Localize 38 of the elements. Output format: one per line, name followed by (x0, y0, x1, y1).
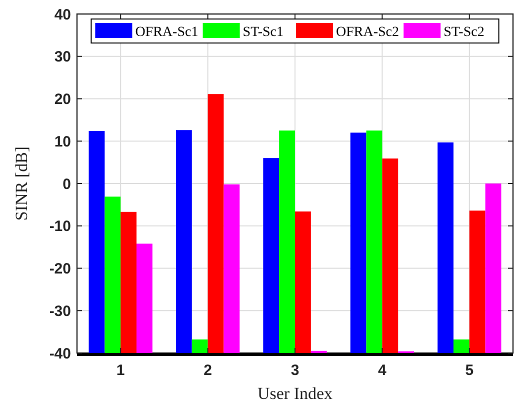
bar (192, 339, 208, 353)
y-tick-label: 30 (54, 48, 71, 66)
bar (438, 142, 454, 353)
bar (208, 94, 224, 353)
legend-label: ST-Sc2 (444, 25, 484, 40)
y-axis-title: SINR [dB] (12, 146, 31, 221)
y-tick-label: -30 (49, 302, 71, 320)
bar (279, 130, 295, 353)
bar (88, 130, 105, 353)
y-tick-label: 40 (54, 6, 71, 24)
x-tick-label: 1 (116, 362, 125, 379)
bar (176, 130, 192, 353)
bar (224, 184, 240, 353)
legend-label: OFRA-Sc2 (336, 25, 400, 40)
bar (485, 184, 502, 353)
bar (366, 130, 382, 353)
bar (350, 132, 366, 353)
bar (453, 339, 470, 353)
bar (136, 244, 152, 353)
x-tick-label: 3 (290, 362, 300, 379)
y-tick-label: 20 (54, 91, 71, 108)
x-tick-label: 4 (378, 362, 388, 379)
x-tick-label: 5 (465, 362, 474, 379)
bar (382, 158, 398, 353)
y-tick-label: -20 (49, 260, 71, 278)
x-axis-title: User Index (257, 384, 334, 403)
legend-label: OFRA-Sc1 (135, 25, 198, 40)
y-tick-label: 10 (54, 133, 71, 150)
bar (469, 210, 486, 353)
y-tick-label: 0 (62, 176, 71, 193)
bar (295, 211, 311, 353)
bar (120, 212, 137, 353)
bar (104, 196, 121, 353)
bar (263, 158, 280, 353)
x-tick-label: 2 (204, 362, 212, 379)
legend-label: ST-Sc1 (242, 25, 284, 40)
y-tick-label: -40 (49, 345, 71, 362)
y-tick-label: -10 (49, 218, 71, 236)
